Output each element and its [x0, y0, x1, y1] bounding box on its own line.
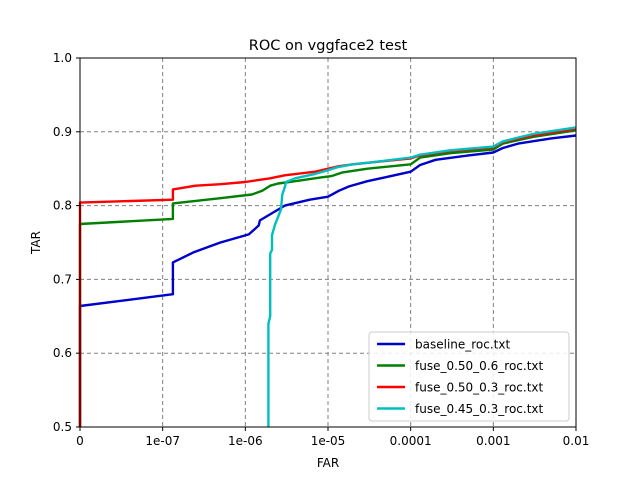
- x-tick-label: 1e-05: [311, 434, 346, 448]
- legend-label: baseline_roc.txt: [415, 338, 510, 352]
- x-tick-label: 1e-06: [228, 434, 263, 448]
- legend-label: fuse_0.50_0.6_roc.txt: [415, 359, 543, 373]
- y-tick-label: 0.5: [53, 420, 72, 434]
- series-line-1: [78, 134, 577, 427]
- series-line-4: [267, 126, 577, 427]
- x-tick-label: 0.0001: [390, 434, 432, 448]
- x-axis-label: FAR: [317, 456, 339, 470]
- y-axis-label: TAR: [29, 231, 43, 255]
- x-tick-label: 0: [76, 434, 84, 448]
- legend-box: [368, 331, 570, 422]
- legend-label: fuse_0.50_0.3_roc.txt: [415, 381, 543, 395]
- y-tick-label: 0.8: [53, 199, 72, 213]
- y-tick-label: 1.0: [53, 51, 72, 65]
- x-tick-label: 0.001: [476, 434, 510, 448]
- y-tick-label: 0.6: [53, 346, 72, 360]
- axis-ticks: 0 1e-07 1e-06 1e-05 0.0001 0.001 0.01 0.5 0.6 0.7…: [53, 51, 589, 448]
- chart-title: ROC on vggface2 test: [249, 38, 408, 54]
- x-tick-label: 0.01: [563, 434, 590, 448]
- y-tick-label: 0.9: [53, 125, 72, 139]
- legend: baseline_roc.txt fuse_0.50_0.6_roc.txtfus…: [368, 331, 570, 422]
- series-line-2: [78, 129, 577, 427]
- x-tick-label: 1e-07: [145, 434, 180, 448]
- legend-label: fuse_0.45_0.3_roc.txt: [415, 402, 543, 416]
- series-lines: [78, 126, 577, 427]
- y-tick-label: 0.7: [53, 272, 72, 286]
